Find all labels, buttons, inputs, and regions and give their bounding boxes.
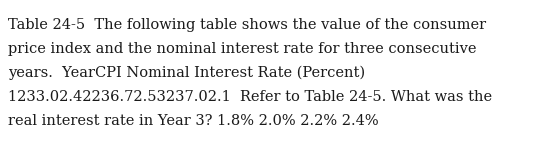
Text: 1233.02.42236.72.53237.02.1  Refer to Table 24-5. What was the: 1233.02.42236.72.53237.02.1 Refer to Tab…: [8, 90, 492, 104]
Text: real interest rate in Year 3? 1.8% 2.0% 2.2% 2.4%: real interest rate in Year 3? 1.8% 2.0% …: [8, 114, 379, 128]
Text: price index and the nominal interest rate for three consecutive: price index and the nominal interest rat…: [8, 42, 477, 56]
Text: years.  YearCPI Nominal Interest Rate (Percent): years. YearCPI Nominal Interest Rate (Pe…: [8, 66, 365, 80]
Text: Table 24-5  The following table shows the value of the consumer: Table 24-5 The following table shows the…: [8, 18, 486, 32]
